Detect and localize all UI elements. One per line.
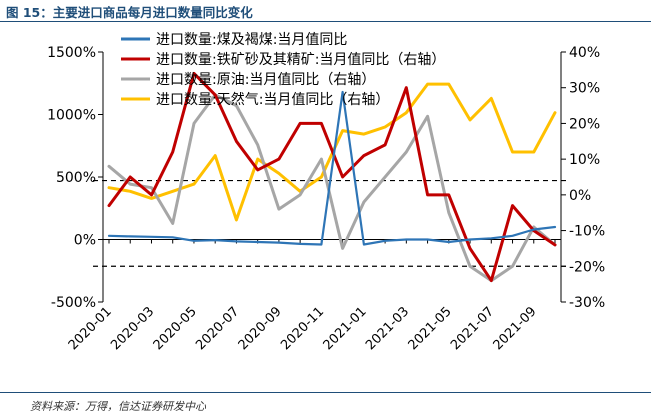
- right-axis-tick-label: -30%: [569, 295, 605, 311]
- x-axis-tick-label: 2020-05: [151, 304, 200, 353]
- source-divider: [0, 392, 651, 393]
- x-axis-tick-label: 2020-07: [193, 304, 242, 353]
- x-axis-tick-label: 2021-07: [448, 304, 497, 353]
- right-axis-tick-label: 10%: [569, 152, 600, 168]
- series-line: [107, 93, 557, 283]
- x-axis-tick-label: 2021-05: [406, 304, 455, 353]
- legend-label: 进口数量:天然气:当月值同比（右轴）: [156, 91, 389, 108]
- legend-label: 进口数量:铁矿砂及其精矿:当月值同比（右轴）: [156, 52, 445, 68]
- right-axis-tick-label: 40%: [569, 45, 600, 61]
- right-axis-tick-label: 20%: [569, 116, 600, 132]
- x-axis-tick-label: 2020-03: [108, 304, 157, 353]
- left-axis-tick-label: 1500%: [47, 45, 96, 61]
- figure-title: 图 15：主要进口商品每月进口数量同比变化: [6, 5, 253, 20]
- left-axis-tick-label: 1000%: [47, 108, 96, 124]
- title-divider: [0, 21, 651, 22]
- series-lines: [107, 71, 557, 283]
- right-axis-tick-label: -20%: [569, 259, 605, 275]
- x-axis-tick-label: 2020-09: [236, 304, 285, 353]
- x-axis-tick-label: 2020-11: [278, 304, 327, 353]
- x-axis-tick-label: 2020-01: [66, 304, 115, 353]
- series-line: [107, 71, 557, 283]
- right-axis-tick-label: 30%: [569, 81, 600, 97]
- left-axis-tick-label: 500%: [56, 170, 96, 186]
- left-axis-tick-label: 0%: [74, 233, 96, 249]
- series-line: [107, 90, 557, 246]
- right-axis-tick-label: 0%: [569, 188, 591, 204]
- x-axis-tick-label: 2021-01: [321, 304, 370, 353]
- x-axis-tick-label: 2021-09: [491, 304, 540, 353]
- source-note: 资料来源：万得，信达证券研发中心: [30, 400, 206, 413]
- legend-label: 进口数量:煤及褐煤:当月值同比: [156, 32, 347, 48]
- legend-label: 进口数量:原油:当月值同比（右轴）: [156, 72, 375, 88]
- right-axis-tick-label: -10%: [569, 224, 605, 240]
- x-axis-tick-label: 2021-03: [363, 304, 412, 353]
- left-axis-tick-label: -500%: [51, 295, 96, 311]
